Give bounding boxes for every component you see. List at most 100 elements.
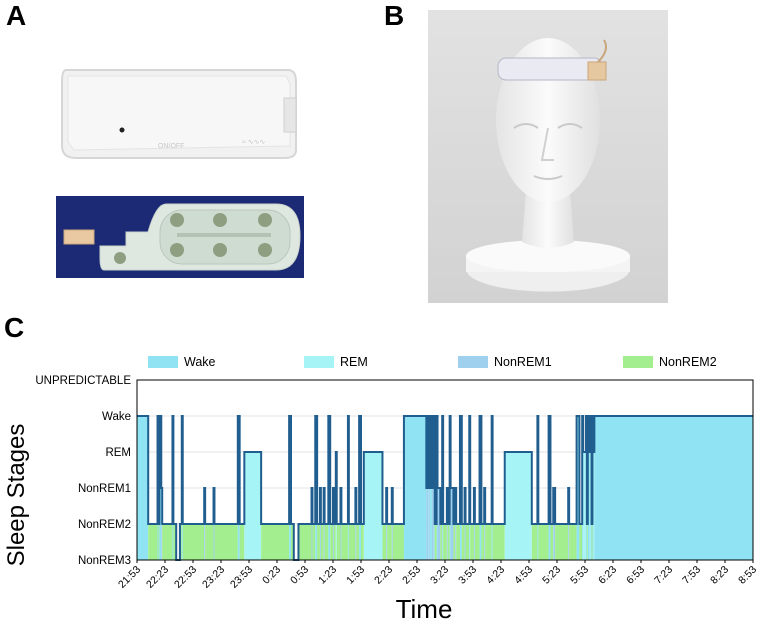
stage-segment-nonrem2 (162, 524, 173, 560)
stage-segment-nonrem2 (330, 524, 333, 560)
x-tick-label: 3:23 (428, 564, 451, 587)
x-axis-label: Time (396, 594, 453, 622)
stage-segment-nonrem2 (158, 524, 160, 560)
panel-label-b: B (384, 0, 405, 31)
stage-segment-wake (594, 416, 753, 560)
stage-segment-nonrem2 (470, 524, 474, 560)
x-tick-label: 4:23 (484, 564, 507, 587)
hypnogram-line (137, 415, 753, 561)
x-tick-label: 6:53 (624, 564, 647, 587)
stage-segment-nonrem2 (434, 524, 437, 560)
y-tick-label: UNPREDICTABLE (35, 375, 131, 387)
x-tick-label: 1:23 (316, 564, 339, 587)
stage-segment-nonrem2 (550, 524, 554, 560)
x-tick-label: 7:23 (652, 564, 675, 587)
stage-segment-rem (363, 452, 383, 560)
stage-segment-wake (576, 416, 580, 560)
stage-segment-rem (244, 452, 262, 560)
stage-segment-nonrem2 (443, 524, 447, 560)
stage-segment-nonrem2 (324, 524, 329, 560)
svg-text:≈ ∿∿∿: ≈ ∿∿∿ (242, 139, 266, 146)
x-tick-label: 1:53 (344, 564, 367, 587)
stage-segment-wake (137, 416, 149, 560)
device-photo: ON/OFF ≈ ∿∿∿ (56, 62, 304, 162)
y-tick-label: NonREM3 (78, 555, 131, 567)
stage-segment-nonrem2 (456, 524, 460, 560)
x-tick-labels: 21:53 22:23 22:53 23:23 23:53 0:23 0:53 1:23 1:5… (116, 560, 759, 591)
stage-segment-nonrem2 (392, 524, 404, 560)
x-tick-label: 3:53 (456, 564, 479, 587)
panel-label-a: A (6, 0, 27, 31)
stage-segment-nonrem2 (485, 524, 492, 560)
stage-segment-rem (583, 452, 586, 560)
stage-segment-nonrem2 (591, 524, 593, 560)
stage-segment-nonrem2 (465, 524, 470, 560)
y-tick-label: NonREM1 (78, 483, 131, 495)
stage-segment-nonrem2 (341, 524, 348, 560)
sleep-stage-chart-svg: Wake REM NonREM1 NonREM2 UNPREDICTABLE Wake R… (3, 355, 759, 624)
stage-segment-nonrem2 (579, 524, 583, 560)
stage-segment-nonrem2 (298, 524, 312, 560)
x-tick-label: 2:23 (372, 564, 395, 587)
y-tick-label: NonREM2 (78, 519, 131, 531)
y-tick-labels: UNPREDICTABLE Wake REM NonREM1 NonREM2 NonREM… (35, 375, 131, 567)
x-tick-label: 2:53 (400, 564, 423, 587)
stage-segment-nonrem1 (437, 488, 441, 560)
x-tick-label: 6:23 (596, 564, 619, 587)
stage-segment-nonrem2 (291, 524, 294, 560)
x-tick-label: 22:53 (172, 564, 199, 591)
stage-segment-nonrem2 (382, 524, 387, 560)
stage-segment-nonrem2 (474, 524, 480, 560)
stage-segment-nonrem2 (336, 524, 341, 560)
legend-swatch-nonrem2 (623, 356, 653, 368)
panel-label-c: C (4, 312, 25, 343)
stage-segment-nonrem2 (492, 524, 505, 560)
stage-segment-nonrem2 (320, 524, 324, 560)
stage-segment-nonrem1 (431, 488, 434, 560)
stage-segment-nonrem2 (453, 524, 456, 560)
legend-label-nonrem2: NonREM2 (659, 355, 717, 369)
legend-label-wake: Wake (184, 355, 216, 369)
legend-label-nonrem1: NonREM1 (494, 355, 552, 369)
stage-segment-nonrem2 (317, 524, 320, 560)
stage-segment-nonrem2 (261, 524, 290, 560)
stage-segment-nonrem2 (387, 524, 392, 560)
stage-segment-nonrem2 (461, 524, 465, 560)
x-tick-label: 23:23 (200, 564, 227, 591)
x-tick-label: 5:53 (568, 564, 591, 587)
stage-segment-rem (589, 452, 591, 560)
y-axis-label: Sleep Stages (3, 424, 30, 567)
legend-swatch-wake (148, 356, 178, 368)
x-tick-label: 0:53 (288, 564, 311, 587)
stage-segment-nonrem2 (361, 524, 364, 560)
stage-segment-nonrem2 (205, 524, 214, 560)
stage-segment-nonrem2 (440, 524, 443, 560)
x-tick-label: 8:23 (708, 564, 731, 587)
x-tick-label: 5:23 (540, 564, 563, 587)
legend-swatch-rem (304, 356, 334, 368)
stage-segment-rem (593, 452, 595, 560)
stage-segment-wake (403, 416, 427, 560)
stage-segment-nonrem1 (450, 488, 454, 560)
chart-step-line (137, 415, 753, 561)
x-tick-label: 7:53 (680, 564, 703, 587)
stage-segment-nonrem2 (531, 524, 538, 560)
stage-segment-nonrem2 (348, 524, 356, 560)
stage-segment-nonrem2 (333, 524, 336, 560)
svg-text:ON/OFF: ON/OFF (158, 143, 184, 150)
legend-swatch-nonrem1 (458, 356, 488, 368)
stage-segment-nonrem2 (173, 524, 177, 560)
stage-segment-nonrem2 (481, 524, 485, 560)
stage-segment-nonrem1 (429, 488, 431, 560)
y-tick-label: Wake (102, 411, 131, 423)
x-tick-label: 23:53 (228, 564, 255, 591)
stage-segment-nonrem2 (182, 524, 205, 560)
y-tick-label: REM (105, 447, 131, 459)
x-tick-label: 8:53 (736, 564, 759, 587)
stage-segment-nonrem1 (426, 488, 429, 560)
electrode-pad-photo (56, 196, 304, 278)
stage-segment-nonrem2 (555, 524, 569, 560)
sleep-stage-chart: Wake REM NonREM1 NonREM2 UNPREDICTABLE Wake R… (0, 340, 760, 624)
stage-segment-nonrem2 (239, 524, 245, 560)
chart-legend: Wake REM NonREM1 NonREM2 (148, 355, 717, 369)
